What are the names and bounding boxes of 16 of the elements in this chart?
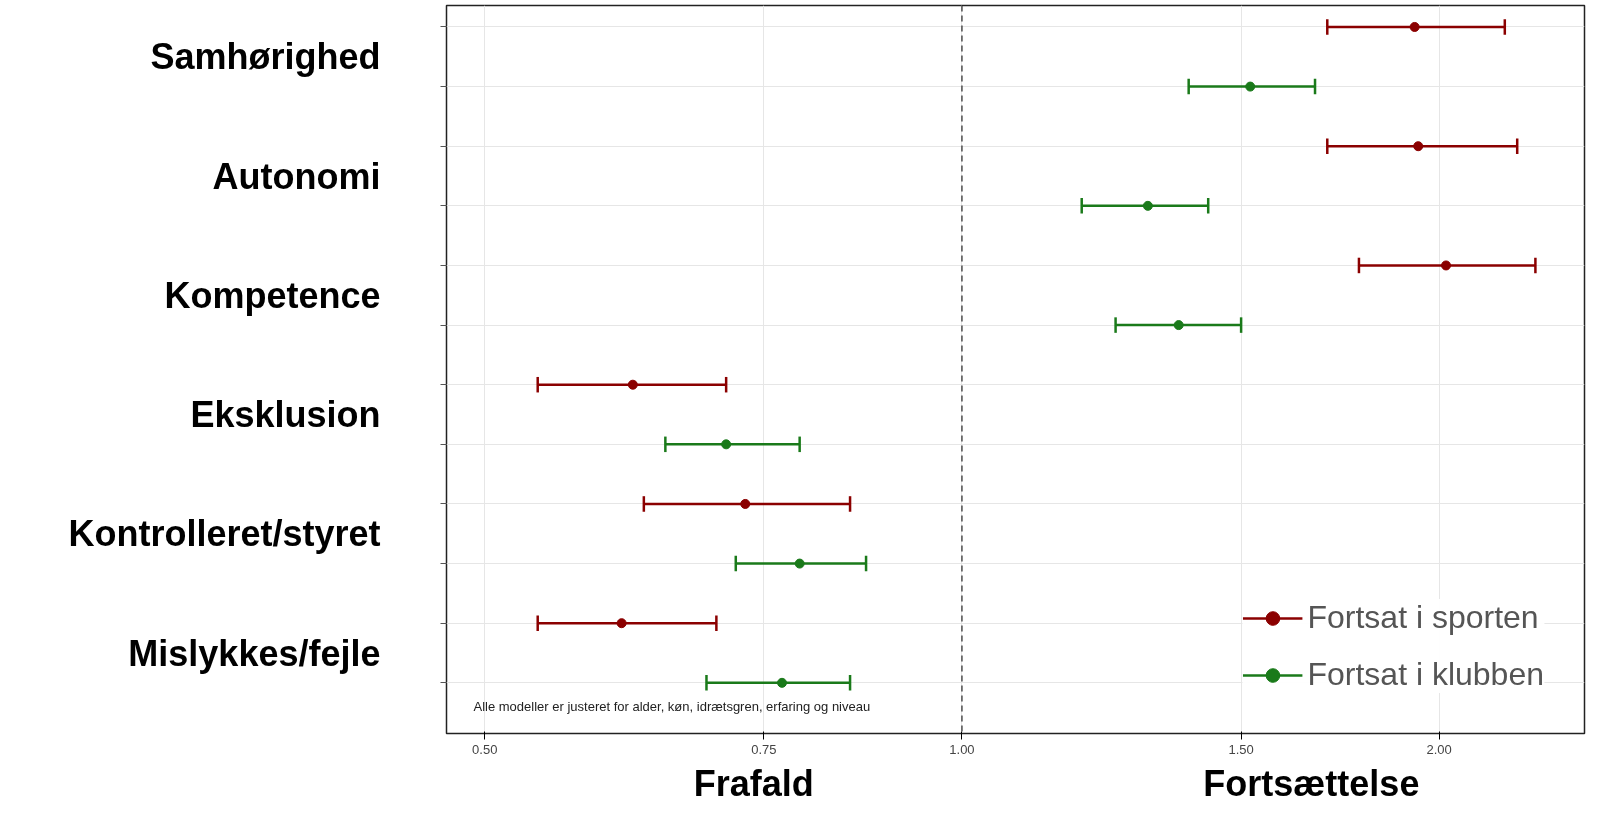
x-tick-label: 1.00 <box>949 741 975 757</box>
legend-label: Fortsat i sporten <box>1307 599 1539 636</box>
annotation: Alle modeller er justeret for alder, køn, idrætsgren, erfaring og niveau <box>473 699 871 715</box>
x-tick-label: 2.00 <box>1426 741 1452 757</box>
legend-label: Fortsat i klubben <box>1307 656 1544 693</box>
y-tick-label: Eksklusion <box>190 394 381 436</box>
x-tick-label: 1.50 <box>1228 741 1254 757</box>
y-tick-label: Samhørighed <box>150 36 381 78</box>
x-tick-label: 0.75 <box>751 741 777 757</box>
y-tick-label: Autonomi <box>212 155 381 197</box>
y-tick-label: Kontrolleret/styret <box>68 513 381 555</box>
y-tick-label: Mislykkes/fejle <box>128 632 381 674</box>
x-tick-label: 0.50 <box>472 741 498 757</box>
text: Frafald <box>693 762 814 804</box>
text: Fortsættelse <box>1203 762 1420 804</box>
y-tick-label: Kompetence <box>164 274 381 316</box>
